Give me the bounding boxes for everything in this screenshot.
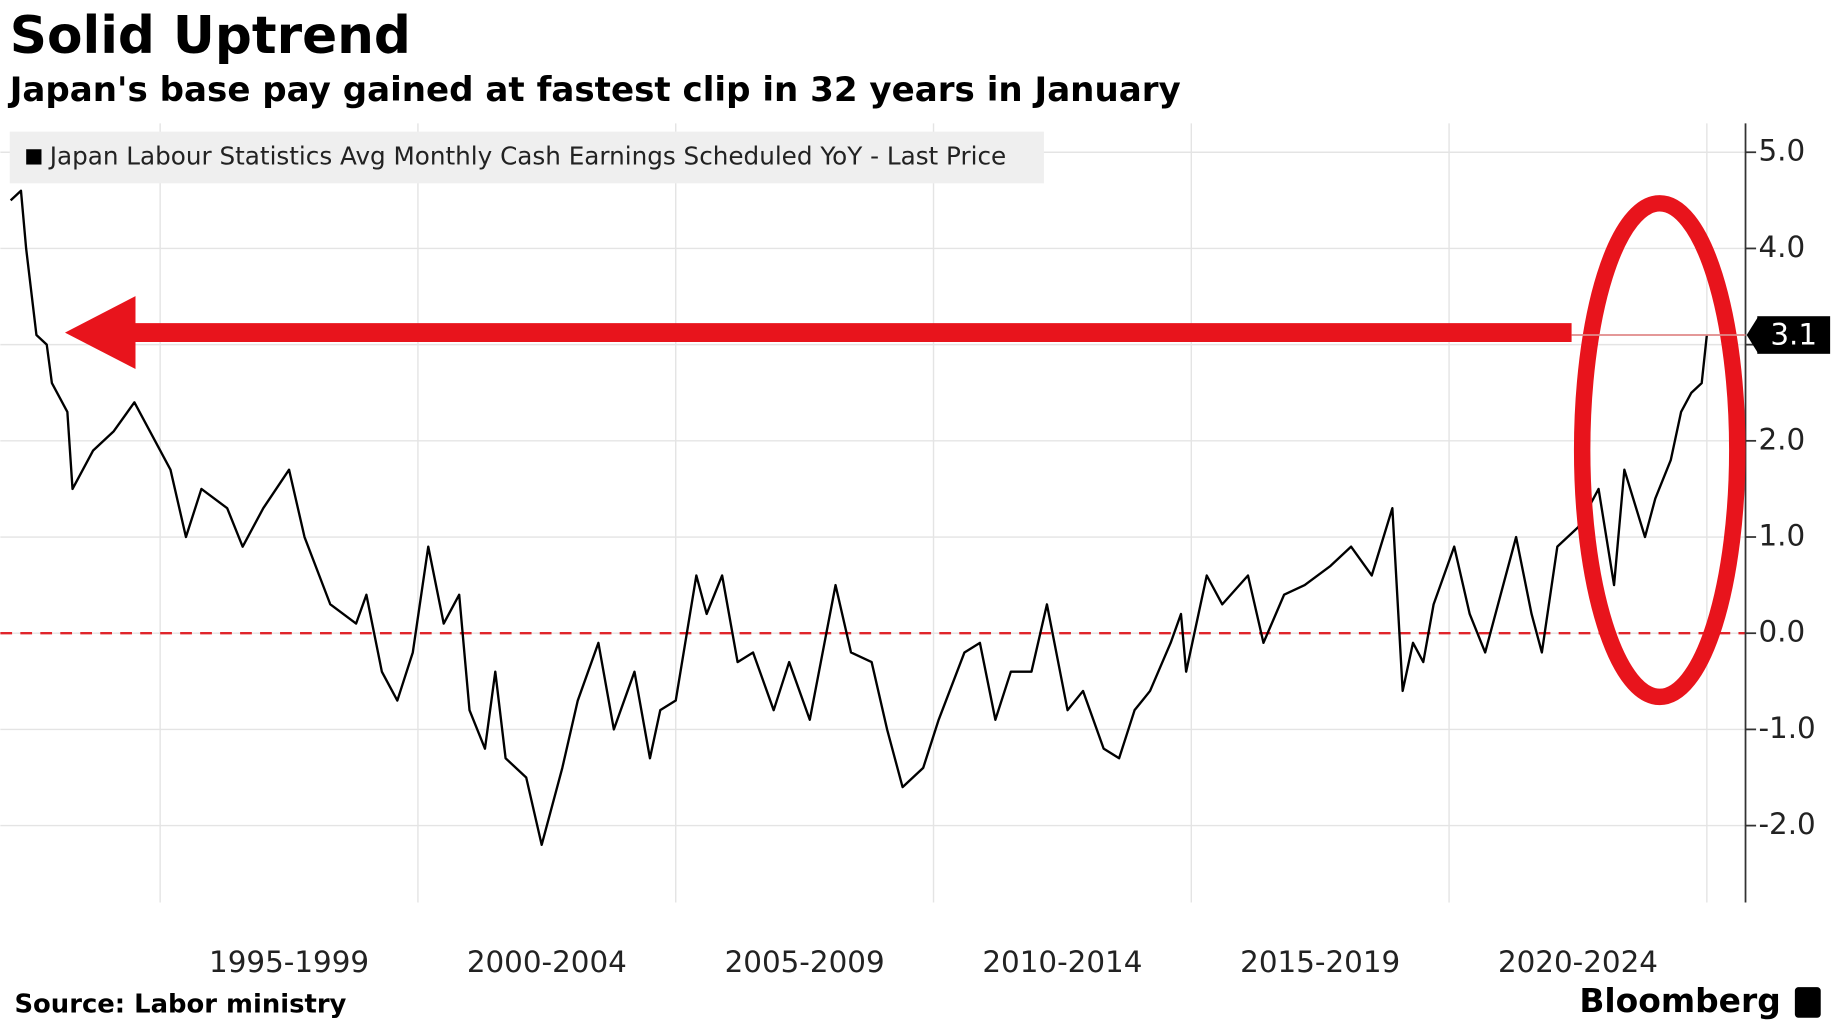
chart-title: Solid Uptrend (10, 6, 411, 66)
x-tick-label: 2010-2014 (982, 945, 1142, 979)
legend-label: Japan Labour Statistics Avg Monthly Cash… (48, 141, 1007, 170)
x-tick-label: 2000-2004 (467, 945, 627, 979)
x-tick-label: 1995-1999 (209, 945, 369, 979)
last-price-pointer (1746, 316, 1759, 354)
x-tick-label: 2015-2019 (1240, 945, 1400, 979)
y-tick-label: 0.0 (1758, 615, 1805, 649)
legend-box (9, 131, 1044, 184)
y-tick-label: 5.0 (1758, 134, 1805, 168)
brand: Bloomberg (1579, 981, 1780, 1020)
last-price-label: 3.1 (1770, 318, 1817, 352)
legend-swatch (26, 149, 42, 165)
series-line (9, 189, 1709, 847)
source: Source: Labor ministry (14, 989, 346, 1019)
grid (0, 123, 1746, 903)
chart-subtitle: Japan's base pay gained at fastest clip … (8, 70, 1181, 110)
last-price-box (1757, 316, 1831, 354)
annotations (64, 195, 1746, 706)
plot (0, 189, 1746, 847)
x-tick-label: 2020-2024 (1498, 945, 1658, 979)
y-tick-label: 1.0 (1758, 519, 1805, 553)
highlight-ellipse (1573, 195, 1746, 706)
brand-icon (1794, 987, 1821, 1018)
y-tick-label: 2.0 (1758, 422, 1805, 456)
y-tick-label: -1.0 (1758, 711, 1815, 745)
x-tick-label: 2005-2009 (725, 945, 885, 979)
y-tick-label: -2.0 (1758, 807, 1815, 841)
arrow-head (64, 296, 136, 370)
y-tick-label: 4.0 (1758, 230, 1805, 264)
